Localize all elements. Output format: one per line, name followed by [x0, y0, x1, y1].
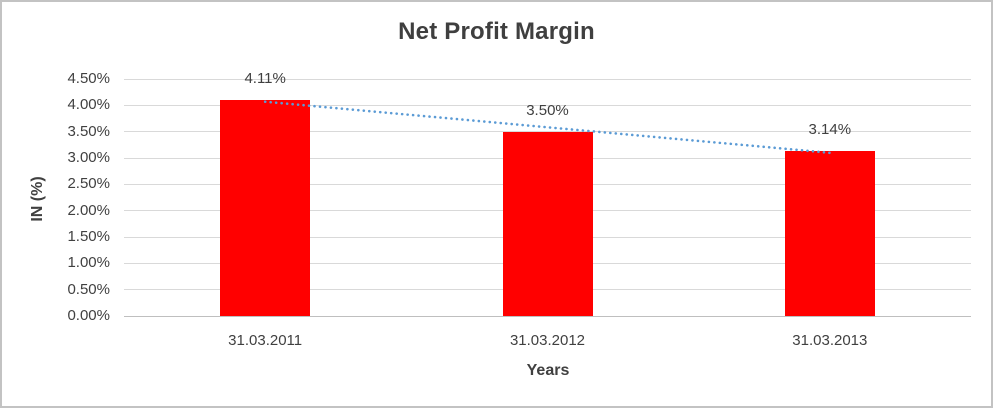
x-axis-line [124, 315, 971, 317]
y-tick-label: 1.50% [67, 228, 110, 245]
y-tick-label: 0.50% [67, 280, 110, 298]
y-tick-label: 3.00% [67, 149, 110, 166]
x-tick-label: 31.03.2013 [792, 332, 868, 349]
x-tick-label: 31.03.2012 [509, 332, 586, 349]
bar-data-label: 3.14% [808, 120, 852, 138]
bar [220, 99, 311, 316]
bar-data-label: 4.11% [244, 69, 286, 87]
bar [784, 150, 875, 316]
y-tick-label: 2.00% [67, 201, 110, 219]
y-gridline [124, 78, 971, 80]
x-axis-title: Years [526, 362, 570, 379]
x-tick-label: 31.03.2011 [228, 332, 303, 349]
y-tick-label: 4.00% [67, 96, 110, 114]
y-tick-label: 0.00% [67, 307, 110, 324]
y-tick-label: 3.50% [67, 122, 110, 140]
y-tick-label: 4.50% [67, 70, 110, 87]
bar [502, 131, 593, 316]
y-tick-label: 2.50% [67, 175, 110, 193]
bar-data-label: 3.50% [526, 101, 569, 119]
y-tick-label: 1.00% [67, 254, 110, 272]
chart-title: Net Profit Margin [398, 18, 595, 45]
